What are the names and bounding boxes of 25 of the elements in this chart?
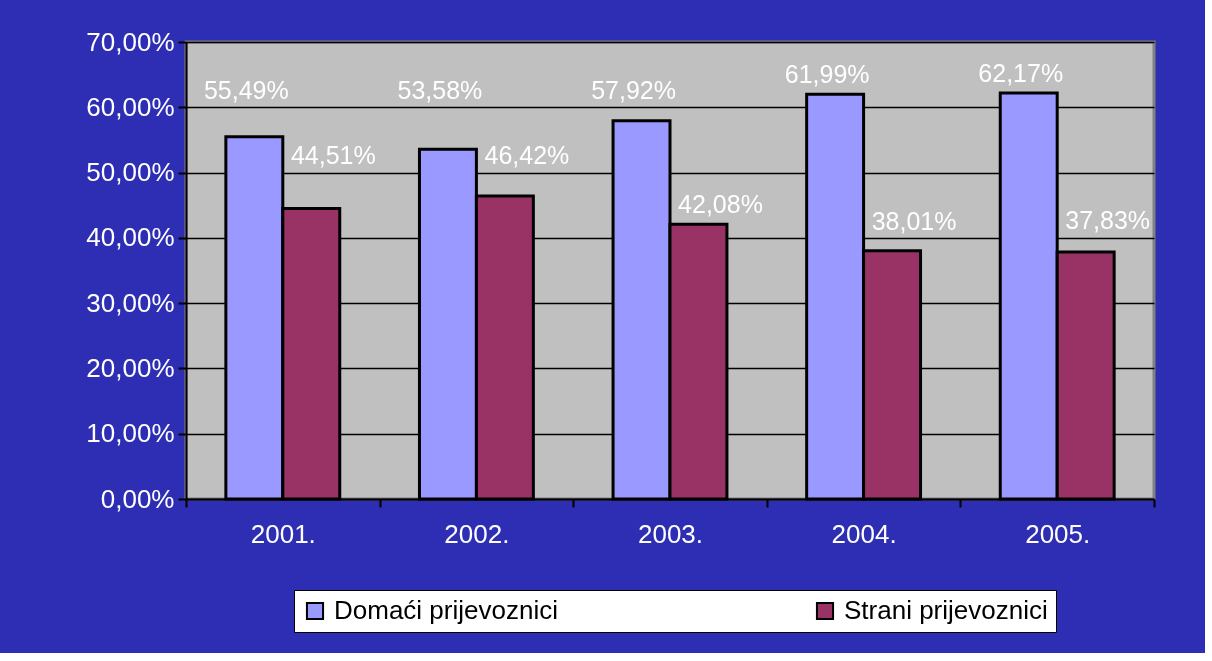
data-label: 44,51%: [290, 141, 376, 170]
data-label: 38,01%: [871, 206, 957, 235]
x-tick-label: 2005.: [1025, 518, 1091, 549]
x-tick-label: 2004.: [831, 518, 897, 549]
data-label: 42,08%: [678, 190, 763, 219]
data-label: 62,17%: [978, 59, 1064, 88]
y-tick-label: 10,00%: [86, 418, 175, 449]
legend-label: Strani prijevoznici: [844, 595, 1048, 625]
data-label: 61,99%: [784, 60, 870, 89]
data-label: 55,49%: [203, 75, 289, 104]
data-label: 57,92%: [591, 75, 676, 104]
y-tick-label: 70,00%: [86, 26, 175, 57]
y-tick-label: 0,00%: [100, 483, 175, 514]
y-tick-label: 20,00%: [86, 352, 175, 383]
data-label: 53,58%: [397, 76, 483, 105]
y-tick-label: 60,00%: [86, 91, 175, 122]
x-tick-label: 2003.: [637, 518, 704, 549]
y-tick-label: 40,00%: [86, 222, 175, 253]
y-tick-label: 50,00%: [86, 157, 175, 188]
x-tick-label: 2001.: [250, 518, 316, 549]
legend-label: Domaći prijevoznici: [334, 595, 558, 625]
data-label: 37,83%: [1065, 206, 1151, 235]
data-label: 46,42%: [484, 140, 570, 169]
x-tick-label: 2002.: [444, 518, 510, 549]
y-tick-label: 30,00%: [86, 287, 175, 318]
